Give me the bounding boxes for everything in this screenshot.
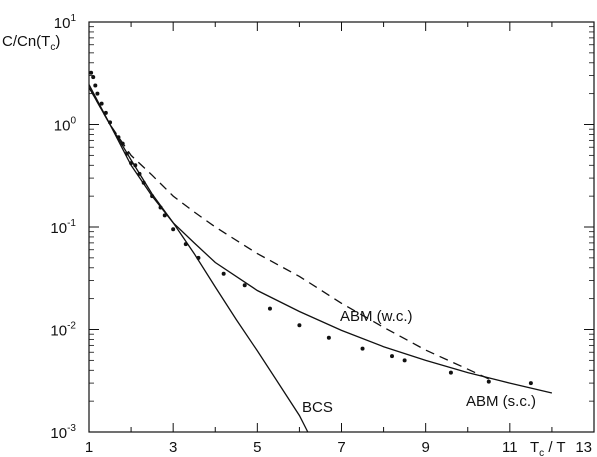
y-axis-label-sub: c <box>50 42 55 53</box>
y-tick-label: 100 <box>54 116 77 135</box>
data-point <box>103 110 108 115</box>
x-tick-label: 5 <box>253 439 261 456</box>
data-point <box>486 379 491 384</box>
data-point <box>120 141 125 146</box>
y-tick-label: 10-2 <box>50 321 76 340</box>
x-tick-label: 11 <box>502 439 518 456</box>
y-tick-label: 101 <box>54 13 77 32</box>
series-layer <box>88 70 553 433</box>
y-axis-label: C/Cn(Tc) <box>2 33 60 53</box>
annotation-abm-wc: ABM (w.c.) <box>340 308 413 325</box>
data-point <box>93 83 98 88</box>
annotation-bcs: BCS <box>302 399 333 416</box>
data-point <box>89 70 94 75</box>
data-point <box>91 75 96 80</box>
data-point <box>137 171 142 176</box>
data-point <box>242 283 247 288</box>
data-point <box>402 358 407 363</box>
data-point <box>360 346 365 351</box>
data-point <box>297 323 302 328</box>
data-point <box>326 335 331 340</box>
series-abm-s-c-line <box>88 87 553 394</box>
data-point <box>390 354 394 359</box>
x-axis-label: Tc / T <box>530 439 566 457</box>
plot-frame <box>88 21 595 433</box>
data-point <box>133 163 138 168</box>
data-point <box>221 271 226 276</box>
data-point <box>141 180 146 185</box>
y-axis-label-close: ) <box>55 33 60 50</box>
data-point <box>183 242 188 247</box>
data-point <box>448 370 453 375</box>
x-tick-label: 3 <box>169 439 177 456</box>
x-tick-label: 1 <box>85 439 93 456</box>
y-tick-label: 10-1 <box>50 218 76 237</box>
data-point <box>267 306 272 311</box>
data-point <box>129 161 134 166</box>
data-point <box>116 135 121 140</box>
series-abm-w-c-line <box>88 87 490 380</box>
x-tick-label: 9 <box>421 439 429 456</box>
data-point <box>99 101 104 106</box>
data-point <box>171 227 176 232</box>
annotation-abm-sc: ABM (s.c.) <box>466 393 536 410</box>
data-point <box>95 91 100 96</box>
data-point <box>108 120 113 125</box>
x-tick-label: 13 <box>575 439 592 456</box>
x-axis-label-main: T <box>530 439 539 456</box>
data-point <box>528 381 533 386</box>
data-point <box>124 151 129 156</box>
y-axis-label-main: C/Cn(T <box>2 33 50 50</box>
data-point <box>150 194 155 199</box>
y-tick-label: 10-3 <box>50 423 76 442</box>
x-axis-label-sub: c <box>539 448 544 457</box>
x-axis-label-rest: / T <box>544 439 565 456</box>
x-axis: 1 3 5 7 9 11 13 <box>85 22 595 456</box>
x-tick-label: 7 <box>337 439 345 456</box>
data-point <box>158 205 163 210</box>
y-axis: 101 100 10-1 10-2 10-3 <box>50 13 594 442</box>
data-point <box>162 213 167 218</box>
data-point <box>196 255 201 260</box>
